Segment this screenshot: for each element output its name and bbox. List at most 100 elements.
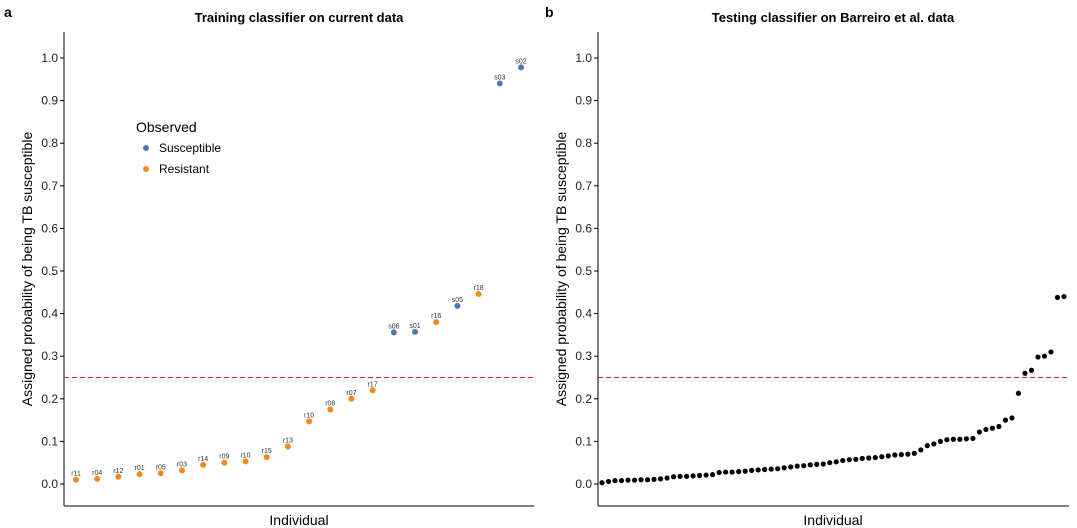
data-point bbox=[807, 462, 813, 468]
point-label: s06 bbox=[388, 323, 399, 330]
data-point bbox=[983, 426, 989, 433]
data-point bbox=[677, 473, 683, 479]
data-point bbox=[879, 454, 885, 460]
data-point bbox=[976, 429, 983, 435]
data-point bbox=[618, 477, 625, 484]
data-point bbox=[989, 425, 996, 431]
panel-b-y-tick-label: 0.0 bbox=[575, 477, 592, 491]
panel-a-y-tick-label: 0.7 bbox=[41, 179, 58, 193]
data-point bbox=[814, 461, 820, 468]
panel-b-title: Testing classifier on Barreiro et al. da… bbox=[712, 10, 955, 25]
data-point bbox=[612, 477, 618, 484]
panel-a-y-tick-label: 0.2 bbox=[41, 392, 58, 406]
data-point bbox=[931, 441, 937, 447]
data-point bbox=[892, 452, 898, 458]
point-label: r09 bbox=[219, 454, 229, 461]
point-label: r13 bbox=[283, 438, 293, 445]
point-label: r14 bbox=[198, 456, 208, 463]
data-point bbox=[263, 454, 270, 461]
data-point bbox=[820, 461, 826, 467]
point-label: r15 bbox=[262, 448, 272, 455]
panel-b-letter: b bbox=[545, 4, 554, 20]
panel-a-title: Training classifier on current data bbox=[195, 10, 405, 25]
data-point bbox=[840, 457, 846, 464]
data-point bbox=[1048, 349, 1054, 355]
data-point bbox=[475, 291, 482, 298]
panel-b-y-tick-label: 0.4 bbox=[575, 307, 592, 321]
point-label: s02 bbox=[515, 58, 526, 65]
data-point bbox=[369, 387, 376, 394]
data-point bbox=[644, 477, 651, 483]
data-point bbox=[136, 471, 143, 478]
data-point bbox=[221, 459, 228, 466]
panel-b-y-tick-label: 0.3 bbox=[575, 349, 592, 363]
panel-a-y-tick-label: 1.0 bbox=[41, 51, 58, 65]
data-point bbox=[631, 477, 638, 483]
data-point bbox=[723, 469, 729, 475]
data-point bbox=[736, 469, 742, 475]
point-label: r08 bbox=[325, 400, 335, 407]
data-point bbox=[242, 458, 249, 465]
panel-b-y-tick-label: 0.1 bbox=[575, 434, 592, 448]
panel-b-y-tick-label: 0.7 bbox=[575, 179, 592, 193]
panel-a-y-tick-label: 0.1 bbox=[41, 434, 58, 448]
point-label: r12 bbox=[113, 468, 123, 475]
panel-b: b Testing classifier on Barreiro et al. … bbox=[545, 4, 1069, 528]
data-point bbox=[924, 443, 930, 449]
point-label: r10 bbox=[304, 412, 314, 419]
data-point bbox=[996, 423, 1002, 430]
panel-a-y-tick-label: 0.0 bbox=[41, 477, 58, 491]
data-point bbox=[963, 436, 969, 442]
panel-a-y-tick-label: 0.8 bbox=[41, 136, 58, 150]
data-point bbox=[670, 474, 677, 480]
data-point bbox=[73, 476, 79, 483]
point-label: r05 bbox=[156, 464, 166, 471]
data-point bbox=[1009, 415, 1015, 421]
data-point bbox=[1015, 390, 1022, 396]
panel-a-x-axis-title: Individual bbox=[269, 512, 328, 528]
data-point bbox=[157, 470, 164, 477]
panel-b-y-tick-label: 0.6 bbox=[575, 221, 592, 235]
data-point bbox=[605, 478, 612, 485]
data-point bbox=[1028, 367, 1035, 373]
legend-title: Observed bbox=[136, 119, 197, 135]
panel-a-y-tick-label: 0.6 bbox=[41, 221, 58, 235]
data-point bbox=[651, 476, 657, 482]
data-point bbox=[454, 302, 461, 309]
point-label: r16 bbox=[431, 313, 441, 320]
point-label: r01 bbox=[135, 465, 145, 472]
panel-b-x-axis-title: Individual bbox=[803, 512, 862, 528]
data-point bbox=[518, 64, 524, 71]
point-label: r04 bbox=[92, 470, 102, 477]
data-point bbox=[433, 319, 440, 326]
data-point bbox=[885, 453, 891, 459]
data-point bbox=[950, 436, 956, 442]
panel-b-y-tick-label: 0.2 bbox=[575, 392, 592, 406]
data-point bbox=[944, 437, 950, 443]
point-label: r11 bbox=[71, 471, 81, 478]
data-point bbox=[794, 463, 800, 469]
legend-susceptible-label: Susceptible bbox=[159, 141, 221, 155]
data-point bbox=[115, 473, 122, 480]
data-point bbox=[710, 472, 716, 478]
data-point bbox=[762, 466, 768, 473]
panel-b-y-tick-label: 0.8 bbox=[575, 136, 592, 150]
panel-a: a Training classifier on current data 0.… bbox=[4, 4, 534, 528]
data-point bbox=[496, 80, 503, 87]
data-point bbox=[703, 472, 709, 478]
data-point bbox=[390, 329, 397, 336]
point-label: r18 bbox=[474, 285, 484, 292]
point-label: r03 bbox=[177, 461, 187, 468]
point-label: r10 bbox=[240, 452, 250, 459]
panel-b-y-tick-label: 0.9 bbox=[575, 94, 592, 108]
data-point bbox=[970, 435, 976, 442]
data-point bbox=[1054, 294, 1061, 301]
data-point bbox=[690, 473, 696, 479]
legend-susceptible-marker bbox=[143, 145, 149, 151]
data-point bbox=[729, 469, 735, 475]
data-point bbox=[872, 454, 878, 461]
data-point bbox=[1002, 417, 1009, 423]
data-point bbox=[1022, 370, 1028, 376]
panel-b-y-ticks: 0.0 0.1 0.2 0.3 0.4 0.5 0.6 0.7 0.8 0.9 1.0 bbox=[575, 51, 598, 491]
